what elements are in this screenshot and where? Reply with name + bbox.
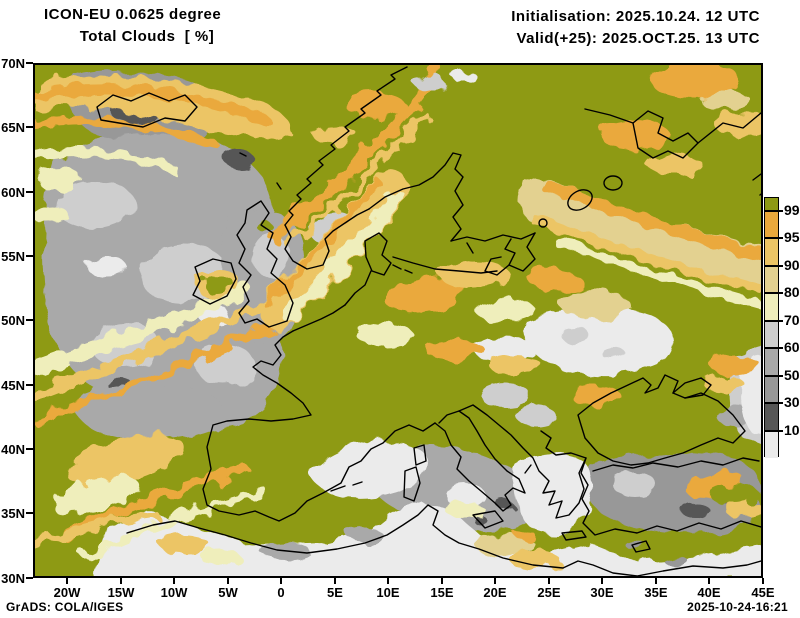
x-tick xyxy=(387,578,389,584)
initialisation-time: Initialisation: 2025.10.24. 12 UTC xyxy=(511,8,760,25)
colorbar-label: 95 xyxy=(784,229,800,245)
colorbar-segment xyxy=(765,404,778,432)
x-axis-label: 40E xyxy=(697,585,721,600)
colorbar-segment xyxy=(765,239,778,267)
y-tick xyxy=(26,255,33,257)
x-tick xyxy=(120,578,122,584)
colorbar-label: 70 xyxy=(784,312,800,328)
x-axis-label: 20W xyxy=(53,585,81,600)
colorbar-segment xyxy=(765,349,778,377)
x-axis-label: 5E xyxy=(327,585,343,600)
y-tick xyxy=(26,384,33,386)
x-axis-label: 5W xyxy=(218,585,238,600)
x-axis-label: 0 xyxy=(277,585,285,600)
y-tick xyxy=(26,319,33,321)
x-tick xyxy=(708,578,710,584)
x-axis-label: 20E xyxy=(483,585,507,600)
x-axis-label: 25E xyxy=(537,585,561,600)
x-tick xyxy=(655,578,657,584)
x-axis-label: 35E xyxy=(644,585,668,600)
y-axis-label: 35N xyxy=(1,506,25,521)
run-info: Initialisation: 2025.10.24. 12 UTC Valid… xyxy=(511,6,760,50)
colorbar-label: 10 xyxy=(784,422,800,438)
x-axis-label: 15E xyxy=(430,585,454,600)
x-axis-label: 30E xyxy=(590,585,614,600)
colorbar-label: 90 xyxy=(784,257,800,273)
colorbar-tick xyxy=(764,237,783,239)
y-axis-label: 70N xyxy=(1,56,25,71)
y-tick xyxy=(26,126,33,128)
x-tick xyxy=(494,578,496,584)
y-axis-label: 40N xyxy=(1,442,25,457)
y-tick xyxy=(26,512,33,514)
y-axis-label: 45N xyxy=(1,378,25,393)
colorbar-tick xyxy=(764,209,783,212)
x-axis-label: 10W xyxy=(160,585,188,600)
colorbar-tick xyxy=(764,402,783,404)
variable-title: Total Clouds [ %] xyxy=(79,28,215,45)
x-tick xyxy=(173,578,175,584)
colorbar-tick xyxy=(764,374,783,377)
x-tick xyxy=(601,578,603,584)
y-axis-label: 50N xyxy=(1,313,25,328)
x-tick xyxy=(334,578,336,584)
colorbar-tick xyxy=(764,429,783,432)
x-axis-label: 15W xyxy=(107,585,135,600)
x-tick xyxy=(280,578,282,584)
y-tick xyxy=(26,191,33,193)
colorbar-segment xyxy=(765,321,778,349)
colorbar-segment xyxy=(765,376,778,404)
y-tick xyxy=(26,62,33,64)
x-axis-label: 10E xyxy=(376,585,400,600)
model-title: ICON-EU 0.0625 degree xyxy=(44,6,222,23)
x-tick xyxy=(441,578,443,584)
colorbar xyxy=(764,197,779,458)
colorbar-segment xyxy=(765,198,778,212)
x-tick xyxy=(66,578,68,584)
colorbar-label: 50 xyxy=(784,367,800,383)
x-tick xyxy=(548,578,550,584)
colorbar-label: 30 xyxy=(784,394,800,410)
y-tick xyxy=(26,448,33,450)
colorbar-tick xyxy=(764,264,783,267)
valid-time: Valid(+25): 2025.OCT.25. 13 UTC xyxy=(516,30,760,47)
colorbar-segment xyxy=(765,431,778,458)
colorbar-segment xyxy=(765,211,778,239)
orange-band-layer xyxy=(35,65,761,569)
colorbar-label: 80 xyxy=(784,284,800,300)
y-axis-label: 30N xyxy=(1,571,25,586)
colorbar-tick xyxy=(764,292,783,294)
colorbar-tick xyxy=(764,347,783,349)
colorbar-label: 99.5 xyxy=(784,202,800,218)
colorbar-segment xyxy=(765,266,778,294)
y-axis-label: 60N xyxy=(1,185,25,200)
creation-timestamp: 2025-10-24-16:21 xyxy=(687,600,788,614)
colorbar-segment xyxy=(765,294,778,322)
clear-sky-layer xyxy=(96,307,761,576)
x-tick xyxy=(227,578,229,584)
map-frame xyxy=(33,63,763,578)
colorbar-label: 60 xyxy=(784,339,800,355)
x-tick xyxy=(762,578,764,584)
colorbar-tick xyxy=(764,319,783,322)
grads-credit: GrADS: COLA/IGES xyxy=(6,600,124,614)
y-axis-label: 55N xyxy=(1,249,25,264)
coastline-layer xyxy=(96,66,761,576)
y-axis-label: 65N xyxy=(1,120,25,135)
x-axis-label: 45E xyxy=(751,585,775,600)
cloud-cover-map xyxy=(35,65,761,576)
y-tick xyxy=(26,577,33,579)
